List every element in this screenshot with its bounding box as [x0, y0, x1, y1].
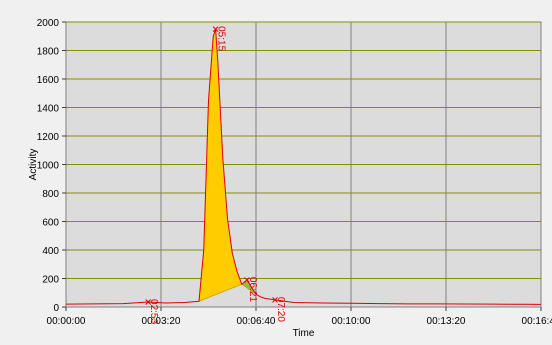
- peak-baseline-1: [198, 283, 242, 302]
- y-tick-label: 1400: [37, 104, 60, 115]
- annotation-marker: [244, 277, 250, 283]
- annotation-marker: [272, 297, 278, 303]
- annotation-marker: [145, 299, 152, 305]
- x-tick-label: 00:03:20: [142, 316, 181, 327]
- peak-baseline-2: [241, 283, 257, 295]
- y-tick-label: 1200: [37, 132, 60, 143]
- y-tick-label: 400: [42, 246, 59, 257]
- x-tick-label: 00:00:00: [47, 316, 86, 327]
- annotation-marker: [212, 26, 219, 32]
- x-tick-label: 00:06:40: [237, 316, 276, 327]
- peak-area-2: [241, 279, 256, 295]
- annotation-label: 06:21: [247, 277, 258, 302]
- annotation-label: 02:53: [148, 299, 159, 324]
- peak-area-1: [199, 29, 242, 302]
- annotation-label: 05:15: [216, 26, 227, 51]
- y-tick-label: 600: [42, 218, 59, 229]
- x-axis-label: Time: [293, 328, 315, 339]
- y-tick-label: 2000: [37, 18, 60, 29]
- y-tick-label: 1800: [37, 47, 60, 58]
- y-tick-label: 800: [42, 189, 59, 200]
- annotation-label: 07:20: [275, 297, 286, 322]
- x-tick-label: 00:16:40: [522, 316, 552, 327]
- y-tick-label: 200: [42, 275, 59, 286]
- y-axis-label: Activity: [28, 149, 39, 181]
- y-tick-label: 1600: [37, 75, 60, 86]
- x-tick-label: 00:10:00: [332, 316, 371, 327]
- x-tick-label: 00:13:20: [427, 316, 466, 327]
- y-tick-label: 1000: [37, 161, 60, 172]
- y-tick-label: 0: [53, 303, 59, 314]
